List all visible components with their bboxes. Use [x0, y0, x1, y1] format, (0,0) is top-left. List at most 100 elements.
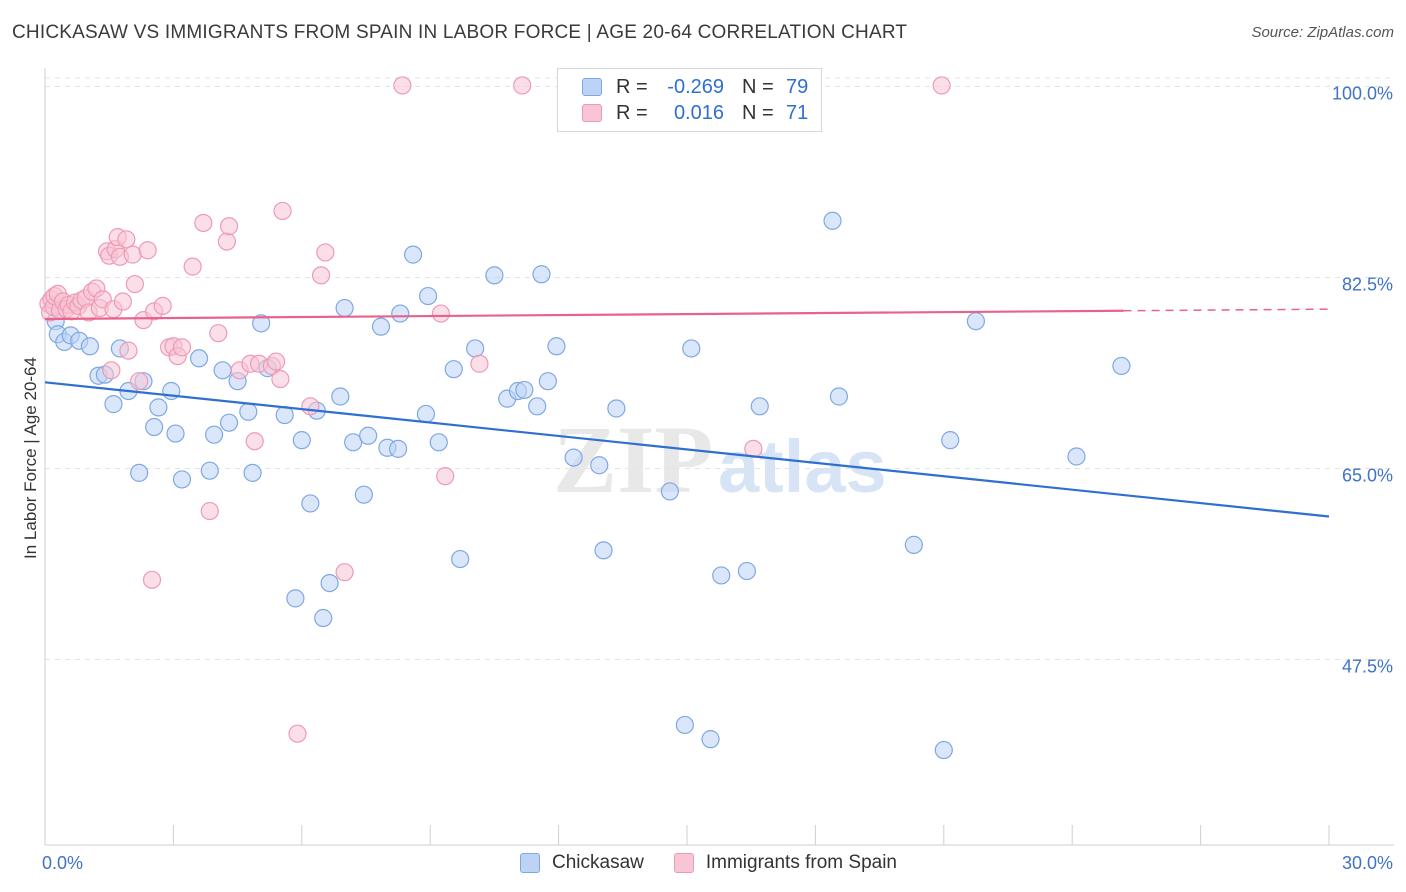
stats-row-chickasaw: R = -0.269 N = 79 — [582, 74, 808, 100]
n-value-spain: 71 — [786, 101, 809, 124]
chickasaw-point — [607, 399, 626, 418]
chickasaw-point — [466, 339, 485, 358]
chickasaw-point — [712, 566, 731, 585]
spain-point — [200, 501, 219, 521]
chickasaw-point — [485, 266, 504, 285]
chickasaw-point — [660, 482, 679, 501]
spain-point — [183, 257, 202, 276]
y-tick-label: 100.0% — [1332, 84, 1393, 104]
n-label: N = — [742, 75, 774, 98]
chickasaw-point — [564, 448, 583, 467]
chickasaw-point — [335, 298, 354, 318]
y-axis-label: In Labor Force | Age 20-64 — [21, 357, 40, 559]
spain-point — [513, 76, 532, 95]
spain-point — [301, 397, 320, 416]
chickasaw-point — [243, 463, 262, 482]
x-tick-label-max: 30.0% — [1342, 853, 1393, 873]
chickasaw-point — [941, 431, 960, 450]
y-tick-label: 47.5% — [1342, 656, 1393, 676]
chickasaw-point — [701, 730, 720, 749]
chickasaw-point — [320, 573, 339, 593]
spain-point — [194, 213, 213, 233]
legend-label-spain: Immigrants from Spain — [705, 852, 897, 873]
chickasaw-point — [590, 456, 609, 475]
chickasaw-point — [371, 317, 391, 336]
chickasaw-point — [429, 433, 448, 452]
chickasaw-points — [46, 211, 1131, 760]
spain-trend-line-extension — [1123, 308, 1330, 312]
chickasaw-point — [331, 387, 350, 406]
chickasaw-point — [418, 286, 438, 306]
chickasaw-point — [239, 402, 258, 421]
spain-point — [245, 432, 264, 451]
spain-point — [217, 232, 236, 251]
spain-point — [436, 467, 455, 486]
chickasaw-point — [403, 245, 423, 264]
chickasaw-point — [547, 337, 566, 356]
spain-point — [123, 245, 142, 264]
chickasaw-legend-swatch — [520, 853, 540, 873]
spain-point — [316, 243, 335, 262]
x-tick-label-min: 0.0% — [42, 853, 83, 873]
chickasaw-point — [189, 349, 209, 368]
chickasaw-point — [528, 397, 547, 416]
legend-item-spain: Immigrants from Spain — [673, 852, 897, 874]
chickasaw-point — [80, 337, 100, 356]
spain-point — [172, 338, 192, 357]
spain-point — [125, 274, 144, 294]
chickasaw-point — [166, 424, 185, 443]
spain-point — [138, 241, 157, 260]
n-value-chickasaw: 79 — [786, 75, 809, 98]
r-value-spain: 0.016 — [673, 101, 724, 124]
spain-trend-line — [44, 309, 1124, 321]
chickasaw-point — [675, 715, 694, 735]
chickasaw-point — [515, 380, 534, 400]
spain-point — [130, 372, 149, 391]
chart-title: CHICKASAW VS IMMIGRANTS FROM SPAIN IN LA… — [12, 22, 908, 43]
chickasaw-point — [904, 535, 923, 554]
spain-point — [142, 570, 162, 589]
x-tick-labels: 0.0% 30.0% — [42, 853, 1393, 873]
r-label: R = — [616, 101, 648, 124]
spain-point — [219, 217, 239, 236]
y-tick-labels: 47.5% 65.0% 82.5% 100.0% — [1332, 84, 1393, 677]
chickasaw-point — [416, 404, 436, 424]
chickasaw-point — [359, 426, 378, 445]
chickasaw-point — [344, 433, 363, 452]
chickasaw-point — [200, 461, 219, 480]
stats-row-spain: R = 0.016 N = 71 — [582, 100, 808, 126]
spain-points — [39, 76, 951, 743]
spain-point — [117, 230, 136, 249]
chickasaw-point — [829, 387, 849, 406]
chickasaw-point — [301, 494, 320, 513]
legend-label-chickasaw: Chickasaw — [552, 852, 644, 873]
chickasaw-point — [204, 425, 224, 444]
chickasaw-point — [286, 589, 305, 608]
chickasaw-point — [213, 361, 232, 380]
spain-point — [113, 292, 132, 311]
axes — [44, 68, 1394, 846]
spain-point — [267, 352, 286, 371]
spain-point — [273, 201, 292, 221]
spain-point — [470, 354, 489, 373]
chickasaw-point — [172, 470, 192, 489]
stats-legend: R = -0.269 N = 79 R = 0.016 N = 71 — [557, 68, 822, 132]
spain-point — [431, 304, 450, 323]
chart-source: Source: ZipAtlas.com — [1251, 24, 1394, 41]
chickasaw-swatch — [582, 78, 602, 96]
chickasaw-point — [750, 397, 769, 416]
watermark-atlas: atlas — [718, 425, 887, 508]
spain-swatch — [582, 104, 602, 122]
chickasaw-point — [444, 360, 463, 379]
chickasaw-point — [538, 372, 558, 391]
chickasaw-point — [145, 417, 164, 437]
chickasaw-point — [966, 312, 986, 331]
chickasaw-point — [130, 463, 149, 482]
chickasaw-point — [275, 405, 294, 425]
spain-point — [335, 563, 354, 582]
trend-lines — [44, 308, 1330, 518]
spain-legend-swatch — [673, 853, 694, 873]
r-label: R = — [616, 75, 648, 98]
chickasaw-point — [823, 211, 842, 230]
